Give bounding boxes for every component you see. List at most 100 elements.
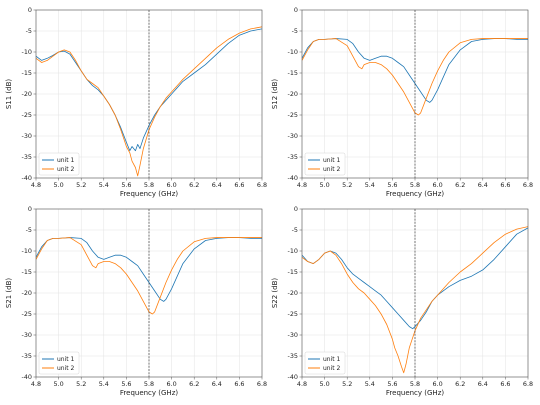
x-tick-label: 6.0 [167,380,177,388]
y-tick-label: -30 [288,132,298,140]
x-tick-label: 5.4 [365,380,375,388]
series-line-unit-1 [302,227,528,330]
x-tick-label: 6.2 [455,181,465,189]
series-line-unit-1 [36,237,262,302]
y-tick-label: -20 [22,289,32,297]
legend-label: unit 1 [57,157,75,164]
y-tick-label: -20 [288,90,298,98]
y-tick-label: -30 [22,132,32,140]
y-tick-label: -40 [22,373,32,381]
legend-label: unit 2 [57,166,75,173]
y-tick-label: -15 [288,69,298,77]
plot-area [36,26,262,177]
y-tick-label: -40 [288,373,298,381]
legend: unit 1 unit 2 [38,351,80,375]
y-tick-label: 0 [294,6,298,14]
x-tick-label: 6.8 [523,181,533,189]
x-tick-label: 6.6 [500,181,510,189]
x-tick-label: 6.6 [234,181,244,189]
s21-chart: 4.8 5.0 5.2 5.4 5.6 5.8 6.0 6.2 6.4 6.6 6.8 0 -5 -10 -… [5,205,267,397]
series-line-unit-2 [36,237,262,315]
x-tick-label: 5.0 [54,380,64,388]
x-axis-label: Frequency (GHz) [386,190,444,198]
legend-label: unit 1 [57,356,75,363]
x-tick-label: 6.0 [433,380,443,388]
x-tick-label: 5.8 [410,181,420,189]
plot-area [36,237,262,315]
x-tick-label: 5.6 [387,181,397,189]
y-tick-label: -40 [288,174,298,182]
y-tick-label: -30 [288,331,298,339]
x-tick-label: 5.8 [410,380,420,388]
plot-area [302,38,528,116]
y-tick-label: -10 [22,48,32,56]
x-tick-label: 4.8 [31,380,41,388]
legend-label: unit 1 [323,157,341,164]
y-tick-label: -5 [26,27,32,35]
y-tick-label: -35 [288,153,298,161]
y-tick-label: -35 [22,153,32,161]
y-axis-label: S11 (dB) [5,79,13,110]
y-tick-label: -20 [288,289,298,297]
y-tick-label: -25 [288,111,298,119]
x-tick-label: 5.2 [76,380,86,388]
y-tick-label: 0 [28,205,32,213]
x-tick-label: 6.2 [189,181,199,189]
y-tick-label: -25 [22,310,32,318]
s12-chart: 4.8 5.0 5.2 5.4 5.6 5.8 6.0 6.2 6.4 6.6 6.8 0 -5 -10 -… [271,6,533,198]
x-tick-label: 5.8 [144,181,154,189]
x-axis-label: Frequency (GHz) [120,389,178,397]
y-tick-label: -10 [288,48,298,56]
x-tick-label: 6.0 [167,181,177,189]
y-tick-label: -5 [26,226,32,234]
series-line-unit-2 [302,226,528,374]
y-tick-label: 0 [28,6,32,14]
x-tick-label: 6.4 [478,181,488,189]
y-tick-label: -25 [288,310,298,318]
series-line-unit-1 [302,38,528,103]
x-tick-label: 5.4 [99,380,109,388]
y-tick-label: -30 [22,331,32,339]
x-tick-label: 6.2 [455,380,465,388]
y-tick-label: -35 [288,352,298,360]
y-tick-label: -15 [22,69,32,77]
x-tick-label: 6.0 [433,181,443,189]
x-tick-label: 5.0 [320,380,330,388]
x-tick-label: 5.4 [99,181,109,189]
y-tick-label: -15 [288,268,298,276]
x-axis-label: Frequency (GHz) [120,190,178,198]
y-tick-label: -10 [22,247,32,255]
y-axis-label: S22 (dB) [271,278,279,309]
x-tick-label: 5.0 [320,181,330,189]
x-tick-label: 5.6 [121,380,131,388]
legend: unit 1 unit 2 [304,351,346,375]
x-tick-label: 6.6 [234,380,244,388]
x-tick-label: 5.2 [342,181,352,189]
legend: unit 1 unit 2 [38,152,80,176]
series-line-unit-2 [36,26,262,177]
s22-chart: 4.8 5.0 5.2 5.4 5.6 5.8 6.0 6.2 6.4 6.6 6.8 0 -5 -10 -… [271,205,533,397]
y-tick-label: -15 [22,268,32,276]
y-tick-label: -35 [22,352,32,360]
x-tick-label: 4.8 [297,380,307,388]
x-tick-label: 5.2 [76,181,86,189]
x-tick-label: 4.8 [31,181,41,189]
legend-label: unit 2 [57,365,75,372]
y-tick-label: -20 [22,90,32,98]
y-tick-label: -25 [22,111,32,119]
x-tick-label: 6.8 [257,380,267,388]
x-tick-label: 5.2 [342,380,352,388]
x-tick-label: 5.6 [387,380,397,388]
x-tick-label: 6.8 [523,380,533,388]
plot-area [302,226,528,374]
y-axis-label: S21 (dB) [5,278,13,309]
s11-chart: 4.8 5.0 5.2 5.4 5.6 5.8 6.0 6.2 6.4 6.6 6.8 0 -5 -10 -… [5,6,267,198]
series-line-unit-2 [302,38,528,116]
x-tick-label: 6.6 [500,380,510,388]
x-tick-label: 6.8 [257,181,267,189]
legend: unit 1 unit 2 [304,152,346,176]
x-tick-label: 6.4 [212,181,222,189]
y-tick-label: 0 [294,205,298,213]
x-tick-label: 4.8 [297,181,307,189]
